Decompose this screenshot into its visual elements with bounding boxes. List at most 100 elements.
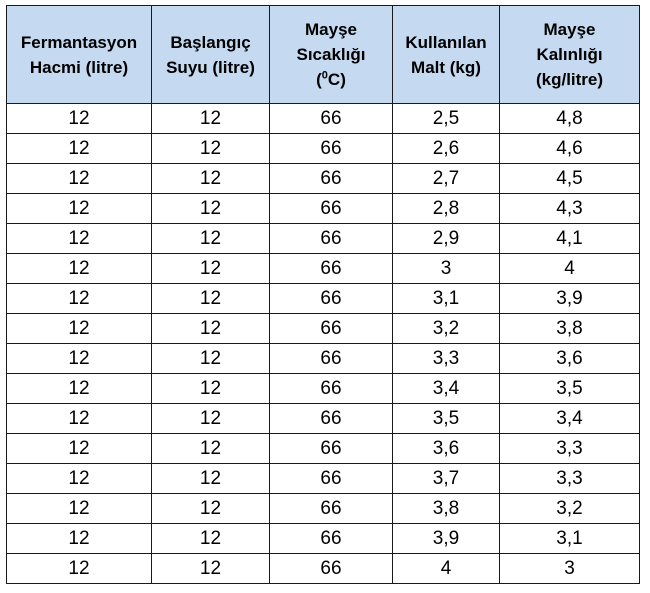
cell-fermentation-volume: 12 (6, 433, 152, 464)
table-header: Fermantasyon Hacmi (litre) Başlangıç Suy… (6, 5, 640, 104)
cell-malt-used: 3,4 (392, 373, 500, 404)
cell-fermentation-volume: 12 (6, 493, 152, 524)
table-row: 12 12 66 3,8 3,2 (6, 493, 640, 524)
cell-initial-water: 12 (151, 463, 270, 494)
cell-fermentation-volume: 12 (6, 553, 152, 584)
cell-malt-used: 3,2 (392, 313, 500, 344)
table-row: 12 12 66 2,7 4,5 (6, 163, 640, 194)
header-line: Mayşe (305, 20, 357, 39)
header-unit-line: (0C) (270, 67, 392, 92)
cell-fermentation-volume: 12 (6, 463, 152, 494)
cell-mash-thickness: 3,8 (499, 313, 640, 344)
cell-mash-thickness: 3,6 (499, 343, 640, 374)
cell-initial-water: 12 (151, 283, 270, 314)
mash-thickness-table: Fermantasyon Hacmi (litre) Başlangıç Suy… (6, 5, 640, 584)
cell-initial-water: 12 (151, 403, 270, 434)
cell-mash-thickness: 4,5 (499, 163, 640, 194)
header-line: (kg/litre) (535, 70, 604, 89)
cell-fermentation-volume: 12 (6, 253, 152, 284)
cell-initial-water: 12 (151, 433, 270, 464)
cell-mash-thickness: 4,3 (499, 193, 640, 224)
cell-mash-thickness: 3,5 (499, 373, 640, 404)
cell-initial-water: 12 (151, 193, 270, 224)
table-row: 12 12 66 2,6 4,6 (6, 133, 640, 164)
cell-mash-temperature: 66 (269, 163, 393, 194)
cell-mash-temperature: 66 (269, 433, 393, 464)
table-row: 12 12 66 3,4 3,5 (6, 373, 640, 404)
table-row: 12 12 66 2,5 4,8 (6, 103, 640, 134)
header-line: Mayşe (543, 20, 596, 39)
cell-mash-temperature: 66 (269, 133, 393, 164)
cell-fermentation-volume: 12 (6, 283, 152, 314)
cell-malt-used: 3,7 (392, 463, 500, 494)
header-line: Malt (kg) (411, 57, 481, 77)
cell-initial-water: 12 (151, 523, 270, 554)
table-row: 12 12 66 4 3 (6, 553, 640, 584)
cell-initial-water: 12 (151, 223, 270, 254)
cell-mash-thickness: 3,4 (499, 403, 640, 434)
table-row: 12 12 66 3,7 3,3 (6, 463, 640, 494)
cell-malt-used: 2,7 (392, 163, 500, 194)
cell-mash-thickness: 4,6 (499, 133, 640, 164)
cell-mash-temperature: 66 (269, 553, 393, 584)
header-unit-close: C) (327, 70, 346, 89)
cell-mash-temperature: 66 (269, 523, 393, 554)
cell-mash-thickness: 3,1 (499, 523, 640, 554)
cell-mash-temperature: 66 (269, 463, 393, 494)
cell-malt-used: 3,5 (392, 403, 500, 434)
header-line: Hacmi (litre) (29, 57, 129, 77)
cell-mash-temperature: 66 (269, 343, 393, 374)
header-malt-used: Kullanılan Malt (kg) (392, 5, 500, 104)
table-row: 12 12 66 2,9 4,1 (6, 223, 640, 254)
header-mash-thickness: Mayşe Kalınlığı (kg/litre) (499, 5, 640, 104)
cell-malt-used: 2,8 (392, 193, 500, 224)
cell-malt-used: 3 (392, 253, 500, 284)
cell-initial-water: 12 (151, 253, 270, 284)
cell-mash-temperature: 66 (269, 103, 393, 134)
cell-malt-used: 2,5 (392, 103, 500, 134)
cell-fermentation-volume: 12 (6, 193, 152, 224)
cell-initial-water: 12 (151, 133, 270, 164)
table-row: 12 12 66 3,9 3,1 (6, 523, 640, 554)
table-row: 12 12 66 3,2 3,8 (6, 313, 640, 344)
table-row: 12 12 66 3 4 (6, 253, 640, 284)
cell-fermentation-volume: 12 (6, 103, 152, 134)
cell-mash-temperature: 66 (269, 283, 393, 314)
table-row: 12 12 66 3,1 3,9 (6, 283, 640, 314)
cell-fermentation-volume: 12 (6, 223, 152, 254)
header-mash-temperature: Mayşe Sıcaklığı (0C) (269, 5, 393, 104)
cell-malt-used: 3,9 (392, 523, 500, 554)
table-row: 12 12 66 3,5 3,4 (6, 403, 640, 434)
cell-mash-temperature: 66 (269, 223, 393, 254)
cell-malt-used: 2,9 (392, 223, 500, 254)
cell-mash-thickness: 4,8 (499, 103, 640, 134)
cell-initial-water: 12 (151, 103, 270, 134)
cell-mash-temperature: 66 (269, 373, 393, 404)
cell-mash-thickness: 4,1 (499, 223, 640, 254)
cell-mash-thickness: 3,9 (499, 283, 640, 314)
cell-mash-thickness: 3,2 (499, 493, 640, 524)
cell-fermentation-volume: 12 (6, 523, 152, 554)
cell-fermentation-volume: 12 (6, 343, 152, 374)
cell-malt-used: 4 (392, 553, 500, 584)
cell-mash-thickness: 4 (499, 253, 640, 284)
header-line: Sıcaklığı (296, 45, 366, 64)
cell-mash-thickness: 3,3 (499, 463, 640, 494)
header-line: Fermantasyon (20, 32, 138, 52)
cell-mash-thickness: 3,3 (499, 433, 640, 464)
cell-fermentation-volume: 12 (6, 373, 152, 404)
cell-mash-temperature: 66 (269, 493, 393, 524)
cell-fermentation-volume: 12 (6, 403, 152, 434)
cell-fermentation-volume: 12 (6, 313, 152, 344)
cell-mash-thickness: 3 (499, 553, 640, 584)
cell-mash-temperature: 66 (269, 253, 393, 284)
header-line: Başlangıç (170, 32, 251, 52)
table-body: 12 12 66 2,5 4,8 12 12 66 2,6 4,6 12 12 66 2,7 4,5 12 12… (6, 103, 640, 584)
cell-mash-temperature: 66 (269, 403, 393, 434)
cell-initial-water: 12 (151, 553, 270, 584)
cell-initial-water: 12 (151, 373, 270, 404)
table-row: 12 12 66 3,6 3,3 (6, 433, 640, 464)
cell-malt-used: 2,6 (392, 133, 500, 164)
cell-initial-water: 12 (151, 313, 270, 344)
header-line: Suyu (litre) (166, 57, 255, 77)
